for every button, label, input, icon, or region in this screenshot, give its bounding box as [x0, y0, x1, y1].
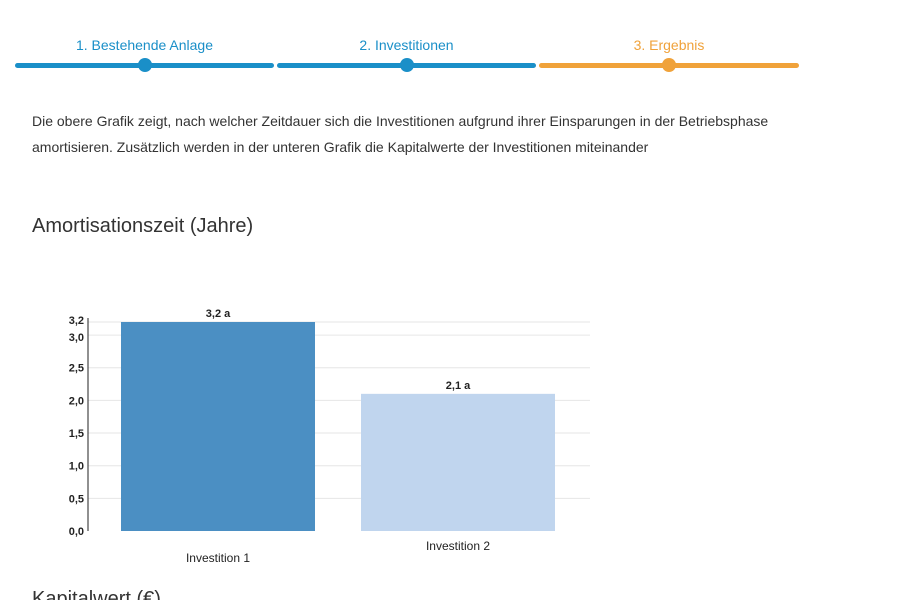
capital-value-title: Kapitalwert (€): [32, 588, 161, 600]
step-investments[interactable]: 2. Investitionen: [277, 36, 536, 76]
y-tick-label: 3,0: [69, 332, 84, 344]
y-tick-label: 2,5: [69, 363, 84, 375]
chart-title: Amortisationszeit (Jahre): [32, 215, 254, 237]
step-result[interactable]: 3. Ergebnis: [539, 36, 799, 76]
step-label: 3. Ergebnis: [633, 37, 705, 53]
step-dot: [399, 58, 414, 72]
y-tick-label: 1,0: [69, 461, 84, 473]
y-tick-label: 3,2: [69, 315, 84, 327]
description-text: Die obere Grafik zeigt, nach welcher Zei…: [32, 113, 769, 155]
bar: [121, 322, 315, 531]
y-tick-label: 2,0: [69, 395, 84, 407]
bar-value-label: 3,2 a: [206, 308, 231, 320]
progress-stepper: 1. Bestehende Anlage 2. Investitionen 3.…: [15, 36, 799, 76]
x-category-label: Investition 1: [186, 551, 250, 565]
bar-value-label: 2,1 a: [446, 380, 471, 392]
step-label: 2. Investitionen: [359, 37, 454, 53]
y-tick-label: 1,5: [69, 428, 84, 440]
step-dot: [137, 58, 152, 72]
y-tick-label: 0,5: [69, 493, 84, 505]
bar: [361, 393, 555, 531]
step-label: 1. Bestehende Anlage: [75, 37, 213, 53]
step-existing-system[interactable]: 1. Bestehende Anlage: [15, 36, 274, 76]
y-tick-label: 0,0: [69, 526, 84, 538]
step-dot: [662, 58, 676, 72]
x-category-label: Investition 2: [426, 539, 490, 553]
